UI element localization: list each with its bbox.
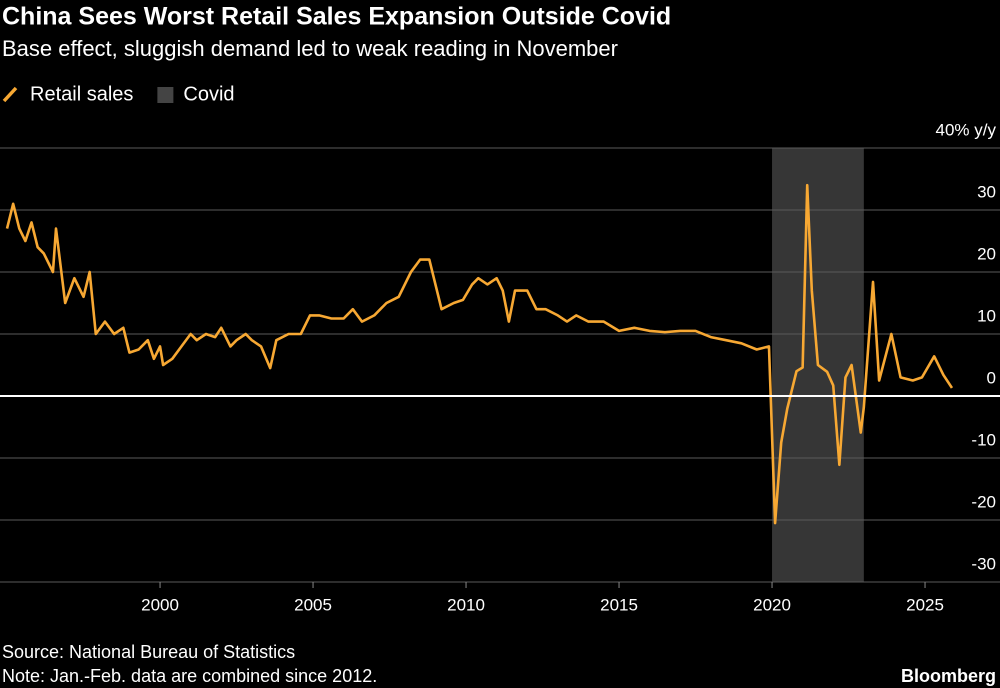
x-tick-label: 2005 (294, 595, 332, 614)
legend-swatch (2, 86, 18, 103)
y-tick-label: -10 (971, 430, 996, 449)
y-tick-label: 30 (977, 182, 996, 201)
note: Note: Jan.-Feb. data are combined since … (2, 666, 377, 686)
brand: Bloomberg (901, 666, 996, 686)
y-tick-label: -30 (971, 554, 996, 573)
y-tick-label: 40% y/y (936, 120, 997, 139)
chart-title: China Sees Worst Retail Sales Expansion … (2, 3, 671, 31)
legend-swatch (157, 87, 174, 103)
y-tick-label: 0 (987, 368, 996, 387)
y-tick-label: 10 (977, 306, 996, 325)
source: Source: National Bureau of Statistics (2, 642, 295, 662)
x-tick-label: 2020 (753, 595, 791, 614)
x-tick-label: 2000 (141, 595, 179, 614)
legend-label: Retail sales (30, 83, 133, 105)
x-tick-label: 2015 (600, 595, 638, 614)
retail-sales-line (5, 183, 954, 525)
legend-label: Covid (183, 83, 234, 105)
x-tick-label: 2010 (447, 595, 485, 614)
chart-subtitle: Base effect, sluggish demand led to weak… (2, 36, 618, 61)
legend: Retail sales Covid (2, 83, 235, 105)
y-tick-label: 20 (977, 244, 996, 263)
y-tick-label: -20 (971, 492, 996, 511)
x-tick-label: 2025 (906, 595, 944, 614)
